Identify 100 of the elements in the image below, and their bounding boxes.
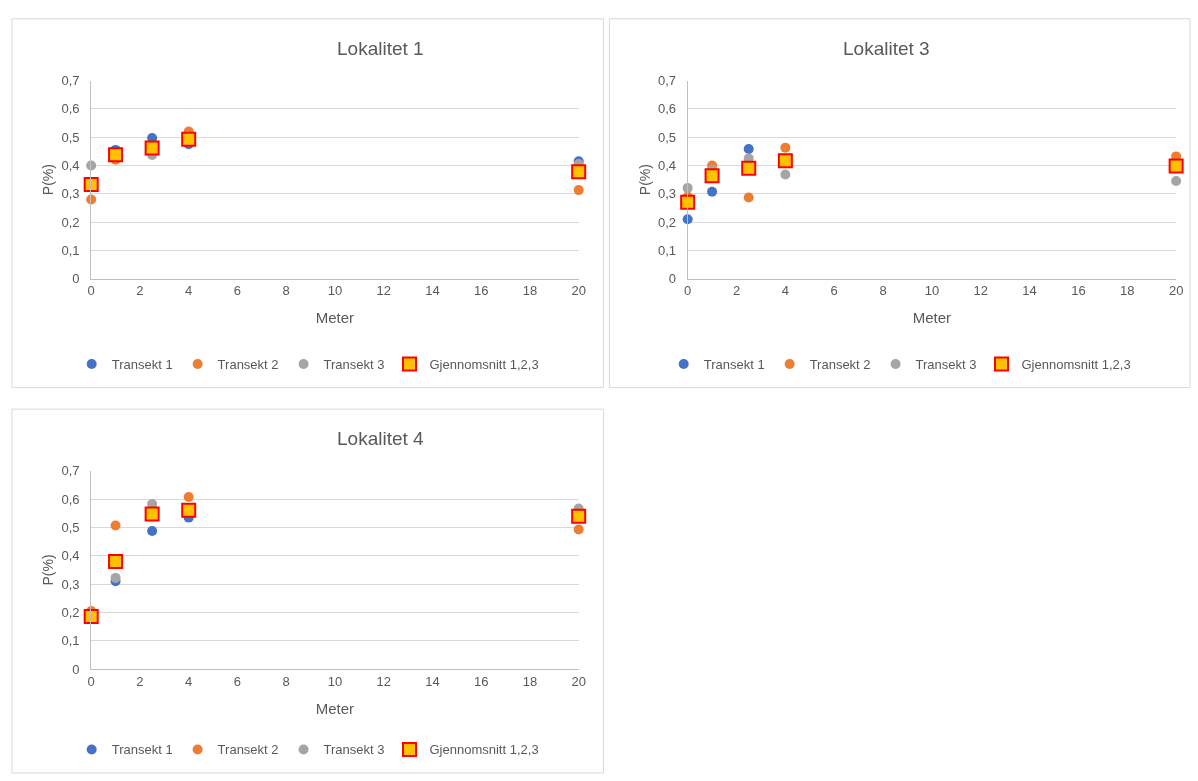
y-tick-label: 0,6	[61, 491, 80, 507]
x-tick-label: 10	[924, 283, 940, 299]
legend-label: Transekt 2	[217, 742, 279, 758]
point	[704, 168, 720, 184]
chart-title: Lokalitet 4	[337, 428, 425, 449]
point	[144, 506, 160, 522]
x-tick-label: 8	[282, 673, 290, 689]
x-tick-label: 20	[1168, 283, 1184, 299]
x-tick-label: 2	[136, 283, 144, 299]
y-axis-title: P(%)	[40, 164, 57, 196]
legend-label: Transekt 2	[217, 357, 279, 373]
chart-title: Lokalitet 3	[843, 38, 930, 59]
legend-label: Transekt 1	[703, 357, 765, 373]
point	[83, 176, 99, 192]
legend-label: Transekt 3	[323, 357, 385, 373]
x-tick-label: 14	[1022, 283, 1037, 299]
point	[181, 131, 197, 147]
point	[741, 160, 757, 176]
legend-label: Transekt 2	[809, 357, 871, 373]
y-axis-title: P(%)	[40, 554, 57, 586]
y-tick-label: 0,6	[657, 101, 677, 117]
x-tick-label: 6	[830, 283, 838, 299]
point	[181, 502, 197, 518]
point	[573, 524, 584, 535]
legend-label: Transekt 1	[111, 357, 173, 373]
point	[571, 164, 587, 180]
y-tick-label: 0,6	[61, 101, 80, 117]
point	[108, 553, 124, 569]
x-tick-label: 16	[1071, 283, 1086, 299]
point	[743, 192, 754, 203]
x-tick-label: 6	[233, 283, 242, 299]
x-tick-label: 18	[522, 283, 538, 299]
legend-label: Transekt 3	[323, 742, 385, 758]
x-tick-label: 14	[425, 283, 440, 299]
point	[147, 525, 158, 536]
x-tick-label: 8	[282, 283, 290, 299]
x-tick-label: 14	[425, 673, 440, 689]
x-tick-label: 16	[473, 673, 489, 689]
y-tick-label: 0,2	[61, 604, 80, 620]
point	[777, 153, 793, 169]
point	[780, 142, 791, 153]
x-tick-label: 0	[684, 283, 692, 299]
legend-label: Transekt 3	[915, 357, 977, 373]
point	[1171, 176, 1182, 187]
legend-label: Gjennomsnitt 1,2,3	[429, 742, 539, 758]
x-tick-label: 0	[87, 673, 95, 689]
x-tick-label: 4	[185, 283, 193, 299]
point	[780, 169, 791, 180]
y-axis-title: P(%)	[636, 164, 653, 196]
point	[110, 520, 121, 531]
x-tick-label: 16	[473, 283, 489, 299]
point	[110, 572, 121, 583]
y-tick-label: 0,1	[657, 242, 677, 258]
x-axis-title: Meter	[315, 699, 355, 717]
x-tick-label: 18	[1120, 283, 1135, 299]
point	[571, 508, 587, 524]
legend-label: Gjennomsnitt 1,2,3	[429, 357, 539, 373]
y-tick-label: 0,5	[61, 129, 80, 145]
point	[108, 147, 124, 163]
y-tick-label: 0,7	[61, 73, 80, 89]
x-tick-label: 10	[327, 283, 343, 299]
y-tick-label: 0,3	[657, 186, 677, 202]
x-tick-label: 20	[571, 283, 586, 299]
y-tick-label: 0	[72, 271, 80, 287]
y-tick-label: 0,3	[61, 576, 80, 592]
y-tick-label: 0,5	[61, 520, 80, 536]
y-tick-label: 0,4	[61, 548, 80, 564]
x-tick-label: 20	[571, 673, 586, 689]
x-axis-title: Meter	[912, 309, 952, 327]
point	[680, 194, 696, 210]
x-tick-label: 4	[781, 283, 789, 299]
x-tick-label: 12	[376, 283, 391, 299]
point	[83, 608, 99, 624]
x-tick-label: 8	[879, 283, 887, 299]
y-tick-label: 0,7	[61, 463, 80, 479]
y-tick-label: 0,5	[657, 129, 677, 145]
x-tick-label: 6	[233, 673, 242, 689]
legend-label: Transekt 1	[111, 742, 173, 758]
y-tick-label: 0	[668, 271, 677, 287]
x-tick-label: 10	[327, 673, 343, 689]
x-tick-label: 0	[87, 283, 95, 299]
point	[707, 186, 718, 197]
y-tick-label: 0,2	[657, 214, 677, 230]
x-tick-label: 12	[973, 283, 988, 299]
x-tick-label: 18	[522, 673, 538, 689]
x-tick-label: 12	[376, 673, 391, 689]
y-tick-label: 0,4	[61, 158, 80, 174]
point	[144, 140, 160, 156]
chart-title: Lokalitet 1	[337, 38, 424, 59]
legend-label: Gjennomsnitt 1,2,3	[1021, 357, 1131, 373]
point	[1168, 158, 1184, 174]
y-tick-label: 0,4	[657, 158, 677, 174]
y-tick-label: 0,3	[61, 186, 80, 202]
y-tick-label: 0,1	[61, 633, 80, 649]
y-tick-label: 0,7	[657, 73, 677, 89]
x-tick-label: 2	[136, 673, 144, 689]
y-tick-label: 0,2	[61, 214, 80, 230]
point	[743, 144, 754, 155]
y-tick-label: 0	[72, 661, 80, 677]
x-axis-title: Meter	[315, 309, 355, 327]
